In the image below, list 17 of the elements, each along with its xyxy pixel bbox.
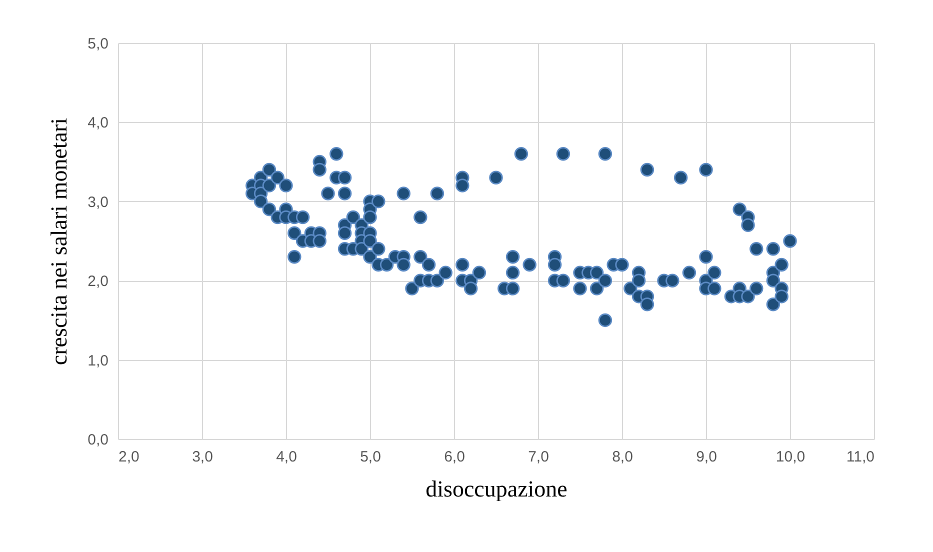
y-tick-label: 5,0 xyxy=(88,36,108,52)
x-tick-label: 7,0 xyxy=(528,448,549,466)
x-tick-label: 10,0 xyxy=(776,448,806,466)
y-tick-label: 4,0 xyxy=(88,114,108,132)
x-tick-label: 2,0 xyxy=(118,448,140,466)
y-tick-label: 0,0 xyxy=(88,432,108,448)
y-tick-label: 2,0 xyxy=(88,273,108,290)
x-tick-label: 9,0 xyxy=(696,448,717,466)
y-axis-title: crescita nei salari monetari xyxy=(46,118,72,366)
x-tick-label: 8,0 xyxy=(612,448,633,466)
y-tick-label: 1,0 xyxy=(88,352,108,370)
x-tick-label: 6,0 xyxy=(444,448,465,466)
x-tick-label: 11,0 xyxy=(846,448,874,466)
x-tick-label: 3,0 xyxy=(192,448,213,466)
x-tick-label: 4,0 xyxy=(276,448,297,466)
y-tick-label: 3,0 xyxy=(88,194,108,211)
x-tick-label: 5,0 xyxy=(360,448,381,466)
